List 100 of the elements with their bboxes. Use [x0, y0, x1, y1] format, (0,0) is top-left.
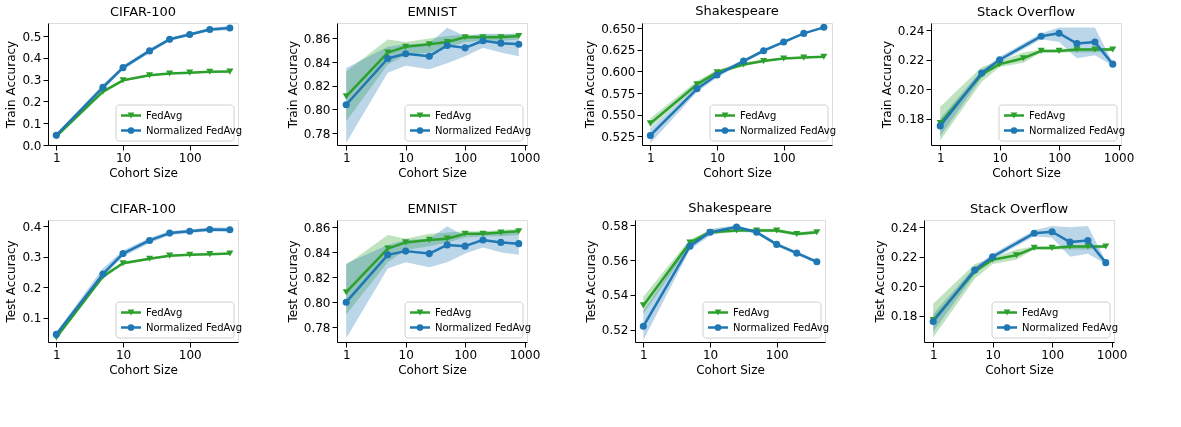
y-tick-label: 0.550	[601, 108, 636, 123]
y-axis-title: Test Accuracy	[4, 240, 19, 324]
legend-label: Normalized FedAvg	[146, 321, 243, 333]
y-tick-label: 0.18	[890, 309, 918, 324]
y-tick-label: 0.84	[303, 55, 331, 70]
y-axis-title: Test Accuracy	[872, 240, 887, 324]
x-tick-label: 1	[640, 347, 648, 362]
y-tick-label: 0.20	[890, 279, 918, 294]
y-axis-title: Test Accuracy	[583, 240, 598, 324]
x-tick-label: 100	[772, 150, 796, 165]
y-tick-label: 0.20	[897, 82, 925, 97]
y-axis-title: Train Accuracy	[583, 40, 598, 130]
y-axis-title: Train Accuracy	[4, 40, 19, 130]
y-tick-label: 0.1	[22, 311, 42, 326]
x-tick-label: 1	[53, 347, 61, 362]
legend-label: FedAvg	[146, 306, 183, 318]
x-axis-title: Cohort Size	[109, 165, 178, 180]
y-tick-label: 0.4	[22, 51, 42, 66]
y-tick-label: 0.84	[303, 245, 331, 260]
x-axis-title: Cohort Size	[985, 362, 1054, 377]
x-axis-title: Cohort Size	[109, 362, 178, 377]
x-tick-label: 100	[1041, 347, 1065, 362]
x-tick-label: 10	[398, 347, 414, 362]
x-tick-label: 1	[53, 150, 61, 165]
chart-title: CIFAR-100	[109, 201, 177, 216]
y-tick-label: 0.3	[22, 73, 42, 88]
x-tick-label: 100	[454, 150, 478, 165]
y-tick-label: 0.24	[897, 23, 925, 38]
legend-label: Normalized FedAvg	[1029, 124, 1126, 136]
x-tick-label: 10	[115, 150, 132, 165]
chart-title: EMNIST	[407, 4, 457, 19]
y-tick-label: 0.78	[303, 126, 331, 141]
y-tick-label: 0.600	[601, 64, 636, 79]
legend-label: FedAvg	[733, 306, 770, 318]
y-tick-label: 0.4	[22, 219, 42, 234]
x-tick-label: 100	[1048, 150, 1072, 165]
chart-title: Stack Overflow	[969, 201, 1069, 216]
x-tick-label: 1	[647, 150, 655, 165]
chart-title: CIFAR-100	[109, 4, 177, 19]
x-tick-label: 10	[398, 150, 414, 165]
y-tick-label: 0.18	[897, 112, 925, 127]
legend-label: Normalized FedAvg	[740, 124, 837, 136]
y-tick-label: 0.86	[303, 220, 331, 235]
y-tick-label: 0.52	[601, 323, 629, 338]
x-tick-label: 100	[454, 347, 478, 362]
y-axis-title: Train Accuracy	[285, 40, 300, 130]
y-tick-label: 0.3	[22, 250, 42, 265]
x-axis-title: Cohort Size	[703, 165, 772, 180]
x-tick-label: 1000	[509, 347, 541, 362]
chart-title: EMNIST	[407, 201, 457, 216]
x-tick-label: 100	[765, 347, 789, 362]
x-tick-label: 1	[936, 150, 945, 165]
x-tick-label: 10	[709, 150, 726, 165]
y-axis-title: Train Accuracy	[879, 40, 894, 130]
x-axis-title: Cohort Size	[398, 362, 467, 377]
y-tick-label: 0.1	[22, 116, 42, 131]
x-tick-label: 1000	[1096, 347, 1128, 362]
chart-title: Shakespeare	[695, 3, 779, 19]
legend-label: Normalized FedAvg	[1022, 321, 1119, 333]
x-tick-label: 10	[992, 150, 1008, 165]
x-tick-label: 1000	[509, 150, 541, 165]
y-tick-label: 0.525	[601, 129, 636, 144]
x-tick-label: 1000	[1103, 150, 1135, 165]
x-axis-title: Cohort Size	[696, 362, 765, 377]
y-tick-label: 0.54	[601, 288, 629, 303]
legend-label: Normalized FedAvg	[146, 124, 243, 136]
y-tick-label: 0.625	[601, 43, 636, 58]
y-axis-title: Test Accuracy	[285, 240, 300, 324]
x-tick-label: 100	[178, 347, 202, 362]
x-tick-label: 1	[342, 347, 351, 362]
x-tick-label: 100	[178, 150, 202, 165]
x-axis-title: Cohort Size	[398, 165, 467, 180]
y-tick-label: 0.22	[897, 53, 925, 68]
x-tick-label: 1	[342, 150, 351, 165]
x-axis-title: Cohort Size	[992, 165, 1061, 180]
y-tick-label: 0.80	[303, 102, 331, 117]
y-tick-label: 0.82	[303, 79, 331, 94]
y-tick-label: 0.2	[22, 280, 42, 295]
y-tick-label: 0.58	[601, 218, 629, 233]
legend-label: Normalized FedAvg	[435, 321, 532, 333]
x-tick-label: 1	[929, 347, 938, 362]
x-tick-label: 10	[702, 347, 719, 362]
legend-label: Normalized FedAvg	[733, 321, 830, 333]
legend-label: FedAvg	[1029, 109, 1066, 121]
y-tick-label: 0.80	[303, 295, 331, 310]
y-tick-label: 0.0	[22, 138, 42, 153]
y-tick-label: 0.575	[601, 86, 636, 101]
y-tick-label: 0.56	[601, 253, 629, 268]
chart-title: Stack Overflow	[976, 4, 1076, 19]
legend-label: FedAvg	[435, 109, 472, 121]
y-tick-label: 0.650	[601, 21, 636, 36]
legend-label: Normalized FedAvg	[435, 124, 532, 136]
legend-label: FedAvg	[740, 109, 777, 121]
x-tick-label: 10	[985, 347, 1001, 362]
y-tick-label: 0.82	[303, 270, 331, 285]
y-tick-label: 0.2	[22, 94, 42, 109]
y-tick-label: 0.78	[303, 320, 331, 335]
legend-label: FedAvg	[435, 306, 472, 318]
y-tick-label: 0.22	[890, 250, 918, 265]
y-tick-label: 0.24	[890, 220, 918, 235]
